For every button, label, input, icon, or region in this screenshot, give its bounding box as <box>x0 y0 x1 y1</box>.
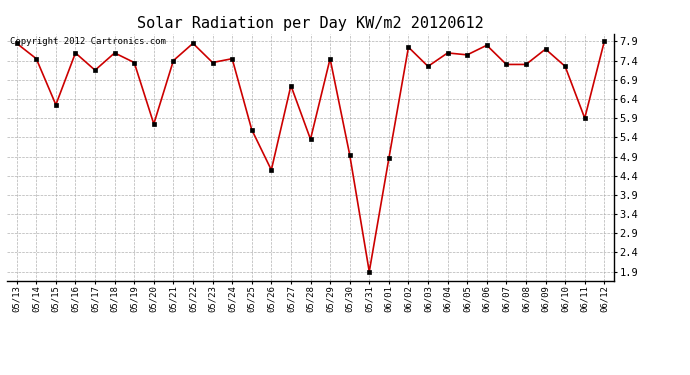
Title: Solar Radiation per Day KW/m2 20120612: Solar Radiation per Day KW/m2 20120612 <box>137 16 484 31</box>
Text: Copyright 2012 Cartronics.com: Copyright 2012 Cartronics.com <box>10 38 166 46</box>
